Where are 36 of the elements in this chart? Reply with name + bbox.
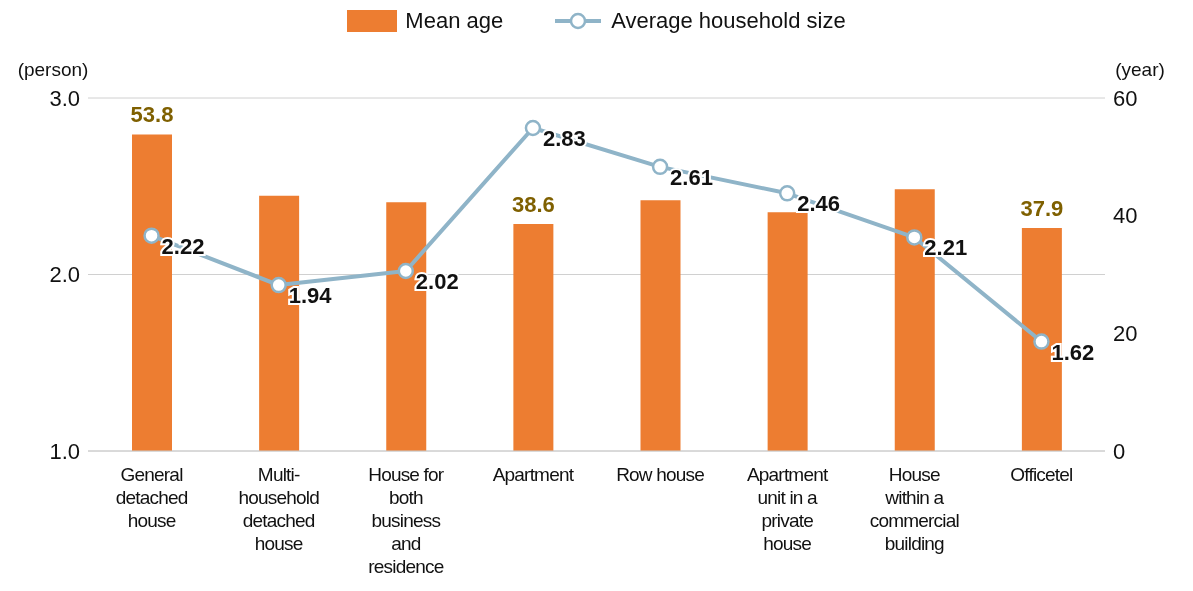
point	[651, 158, 669, 176]
data-label: 53.8	[130, 102, 174, 128]
x-tick-label: Row house	[616, 464, 705, 485]
y-tick-label: 3.0	[49, 85, 80, 111]
x-tick-label: Multi-household detached house	[238, 464, 320, 554]
y2-axis-title: (year)	[1115, 59, 1165, 80]
data-label: 38.6	[511, 191, 555, 217]
bar	[513, 223, 554, 451]
point	[143, 227, 160, 244]
point	[397, 262, 415, 280]
point	[778, 185, 796, 202]
legend-label: Average household size	[610, 8, 846, 34]
bar	[640, 200, 681, 451]
point	[906, 229, 923, 246]
point	[1033, 333, 1050, 350]
y2-tick-label: 20	[1113, 321, 1138, 347]
data-label: 2.46	[797, 191, 841, 217]
x-tick-label: House for both business and residence	[368, 464, 445, 577]
x-tick-label: General detached house	[115, 464, 188, 531]
data-label: 37.9	[1020, 196, 1064, 222]
y-tick-label: 2.0	[49, 262, 80, 288]
x-tick-label: Apartment unit in a private house	[746, 464, 829, 554]
x-tick-label: Apartment	[492, 464, 575, 485]
y-tick-label: 1.0	[49, 438, 80, 464]
y2-tick-label: 40	[1113, 203, 1138, 229]
bar	[767, 212, 808, 451]
data-label: 2.83	[542, 126, 586, 152]
point	[524, 119, 542, 137]
data-label: 2.61	[670, 164, 713, 190]
y2-tick-label: 0	[1113, 438, 1126, 464]
x-tick-label: House within a commercial building	[869, 464, 959, 554]
point	[270, 276, 287, 294]
y2-tick-label: 60	[1113, 85, 1138, 111]
x-tick-label: Officetel	[1010, 464, 1073, 485]
legend-label: Mean age	[404, 8, 504, 34]
y-axis-title: (person)	[17, 59, 89, 80]
